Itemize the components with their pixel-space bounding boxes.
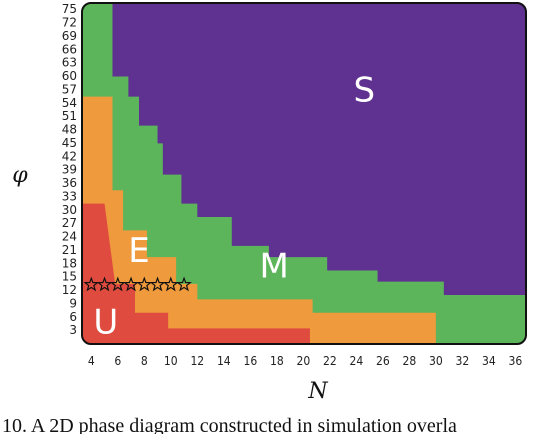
star-marker — [123, 276, 139, 292]
y-tick-label: 69 — [62, 29, 77, 43]
x-tick-label: 26 — [376, 354, 390, 368]
x-tick-label: 6 — [114, 354, 121, 368]
y-tick-label: 48 — [62, 123, 77, 137]
star-markers — [83, 276, 192, 292]
y-tick-label: 27 — [62, 216, 77, 230]
y-tick-label: 60 — [62, 69, 77, 83]
x-tick-label: 24 — [349, 354, 363, 368]
star-marker — [136, 276, 153, 292]
y-tick-label: 39 — [62, 163, 77, 177]
y-tick-label: 36 — [62, 176, 77, 190]
region-label-s: S — [354, 71, 376, 111]
y-tick-label: 18 — [62, 256, 77, 270]
y-tick-label: 6 — [69, 310, 77, 324]
region-label-e: E — [128, 231, 149, 271]
y-tick-label: 51 — [62, 109, 77, 123]
x-tick-label: 18 — [270, 354, 284, 368]
y-tick-label: 24 — [62, 230, 77, 244]
x-tick-label: 20 — [296, 354, 310, 368]
x-tick-label: 30 — [429, 354, 443, 368]
y-tick-label: 42 — [62, 149, 77, 163]
y-tick-label: 54 — [62, 96, 77, 110]
region-m — [82, 3, 526, 344]
y-tick-label: 15 — [62, 270, 77, 284]
x-tick-label: 16 — [243, 354, 257, 368]
y-tick-label: 30 — [62, 203, 77, 217]
star-marker — [109, 276, 126, 292]
star-marker — [162, 276, 179, 292]
y-tick-label: 33 — [62, 189, 77, 203]
plot-area — [82, 3, 526, 344]
y-tick-label: 9 — [69, 296, 77, 310]
x-tick-label: 22 — [323, 354, 337, 368]
region-e — [82, 96, 436, 344]
star-marker — [176, 276, 192, 292]
y-tick-label: 3 — [69, 323, 77, 337]
star-marker — [96, 276, 113, 292]
figure-caption: 10. A 2D phase diagram constructed in si… — [2, 415, 457, 434]
x-axis-label: N — [307, 379, 328, 404]
x-tick-label: 32 — [456, 354, 470, 368]
region-label-m: M — [260, 247, 289, 287]
x-tick-label: 34 — [482, 354, 496, 368]
x-tick-label: 4 — [88, 354, 95, 368]
region-labels: S M EU — [93, 71, 375, 343]
y-tick-labels: 3691215182124273033363942454851545760636… — [62, 2, 77, 337]
x-tick-label: 10 — [164, 354, 178, 368]
star-marker — [83, 276, 100, 292]
x-tick-label: 36 — [509, 354, 523, 368]
y-tick-label: 57 — [62, 82, 77, 96]
x-tick-label: 12 — [190, 354, 204, 368]
x-tick-label: 28 — [402, 354, 416, 368]
region-u — [82, 203, 310, 344]
y-tick-label: 45 — [62, 136, 77, 150]
plot-frame — [81, 2, 527, 345]
y-tick-label: 12 — [62, 283, 77, 297]
y-axis-label: φ — [12, 163, 28, 188]
y-tick-label: 72 — [62, 16, 77, 30]
y-tick-label: 66 — [62, 42, 77, 56]
y-tick-label: 63 — [62, 56, 77, 70]
star-marker — [149, 276, 166, 292]
x-tick-label: 14 — [217, 354, 231, 368]
y-tick-label: 75 — [62, 2, 77, 16]
x-tick-label: 8 — [141, 354, 148, 368]
region-label-u: U — [93, 302, 118, 342]
y-tick-label: 21 — [62, 243, 77, 257]
x-tick-labels: 4 6 8 10 12 14 16 18 20 22 24 26 28 30 32 34 36 — [88, 354, 523, 368]
